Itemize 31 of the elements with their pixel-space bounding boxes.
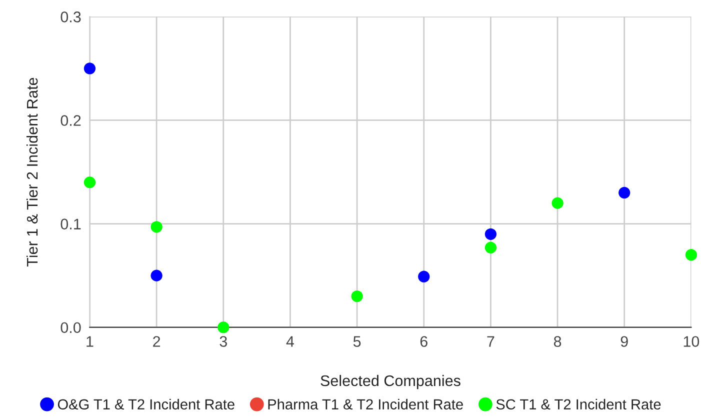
point xyxy=(552,197,564,209)
y-tick-label: 0.3 xyxy=(60,12,81,22)
point xyxy=(618,186,630,199)
x-tick-label: 10 xyxy=(684,336,700,347)
x-tick-label: 6 xyxy=(420,336,428,347)
x-tick-label: 8 xyxy=(554,336,562,347)
x-tick-label: 2 xyxy=(153,336,160,347)
y-tick-label: 0.2 xyxy=(60,115,81,126)
legend-label: Pharma T1 & T2 Incident Rate xyxy=(268,398,463,410)
point xyxy=(150,221,162,233)
point xyxy=(150,270,162,282)
y-axis-title: Tier 1 & Tier 2 Incident Rate xyxy=(26,78,38,266)
legend-label: SC T1 & T2 Incident Rate xyxy=(496,398,661,410)
point xyxy=(484,242,497,254)
point xyxy=(418,270,430,282)
x-axis-title: Selected Companies xyxy=(320,374,460,390)
x-tick-label: 7 xyxy=(487,336,494,347)
x-tick-label: 1 xyxy=(86,336,94,347)
legend-label: O&G T1 & T2 Incident Rate xyxy=(58,398,234,410)
point xyxy=(685,249,697,261)
y-tick-label: 0.0 xyxy=(60,322,81,334)
x-tick-label: 9 xyxy=(620,336,628,347)
x-tick-label: 4 xyxy=(286,336,294,347)
point xyxy=(84,176,96,188)
x-tick-label: 5 xyxy=(353,336,361,347)
point xyxy=(351,290,363,302)
point xyxy=(84,62,96,74)
point xyxy=(484,228,497,240)
point xyxy=(218,322,230,334)
y-tick-label: 0.1 xyxy=(60,218,81,230)
x-tick-label: 3 xyxy=(220,336,227,347)
